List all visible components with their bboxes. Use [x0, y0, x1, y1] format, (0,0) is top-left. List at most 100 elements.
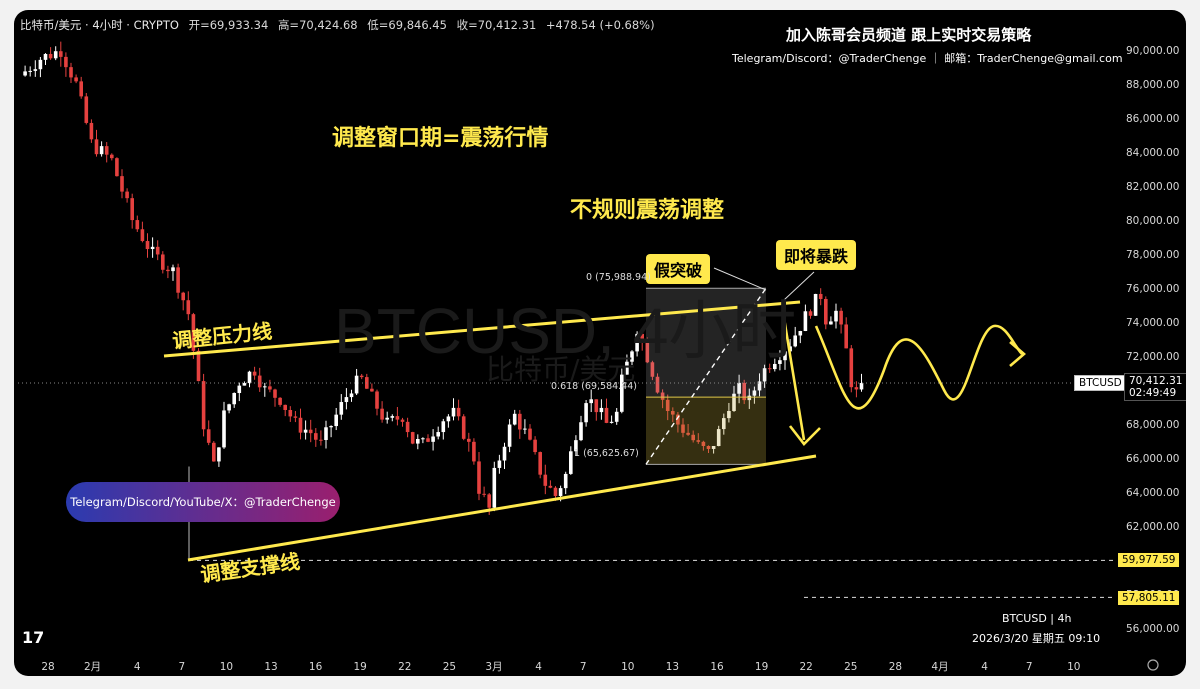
candle-body	[640, 333, 644, 342]
x-tick-label: 28	[889, 661, 902, 673]
candle-body	[410, 432, 415, 444]
candle-body	[217, 447, 221, 462]
candle-body	[854, 387, 859, 390]
social-pill[interactable]: Telegram/Discord/YouTube/X：@TraderChenge	[66, 482, 340, 522]
candle-body	[186, 300, 191, 315]
candle-body	[650, 362, 655, 377]
y-tick-label: 64,000.00	[1126, 487, 1179, 499]
candle-body	[834, 310, 838, 322]
candle-body	[859, 382, 864, 390]
candle-body	[671, 411, 675, 415]
price-badge-countdown: 02:49:49	[1129, 387, 1177, 399]
candle-body	[477, 461, 481, 494]
candle-body	[53, 51, 58, 59]
x-tick-label: 25	[844, 661, 857, 673]
y-tick-label: 86,000.00	[1126, 113, 1179, 125]
tradingview-logo[interactable]: 17	[22, 628, 45, 647]
y-tick-label: 76,000.00	[1126, 283, 1179, 295]
settings-gear-icon	[1147, 659, 1159, 671]
fib-label-1: 1 (65,625.67)	[574, 448, 639, 459]
watermark-symbol: BTCUSD, 4小时	[334, 295, 797, 367]
y-tick-label: 66,000.00	[1126, 453, 1179, 465]
candle-body	[518, 413, 522, 430]
candle-body	[104, 146, 109, 155]
candle-body	[767, 368, 772, 370]
candle-body	[497, 460, 502, 468]
candle-body	[604, 407, 609, 423]
candle-body	[660, 392, 665, 400]
candle-body	[584, 403, 588, 423]
chart-frame: 56,000.0058,000.0060,000.0062,000.0064,0…	[14, 10, 1186, 676]
candle-body	[553, 487, 558, 496]
candle-body	[283, 404, 287, 410]
x-tick-label: 2月	[84, 661, 101, 673]
candle-body	[237, 385, 242, 394]
symbol-title[interactable]: 比特币/美元 · 4小时 · CRYPTO	[20, 18, 179, 32]
tag-fake-breakout: 假突破	[646, 254, 711, 284]
support-line	[187, 454, 817, 562]
candle-body	[273, 389, 277, 398]
candle-body	[716, 429, 721, 447]
y-tick-label: 80,000.00	[1126, 215, 1179, 227]
ohlc-change: +478.54 (+0.68%)	[545, 18, 655, 32]
footer-symbol: BTCUSD | 4h	[1002, 612, 1072, 625]
candle-body	[339, 402, 344, 415]
candle-body	[824, 298, 828, 325]
candle-body	[359, 375, 364, 378]
candle-body	[130, 198, 134, 221]
candle-body	[778, 360, 782, 364]
y-tick-label: 68,000.00	[1126, 419, 1179, 431]
footer-datetime: 2026/3/20 星期五 09:10	[972, 632, 1101, 645]
candle-body	[344, 397, 349, 403]
candle-body	[334, 414, 338, 427]
candle-body	[416, 439, 420, 444]
y-tick-label: 56,000.00	[1126, 623, 1179, 635]
candle-body	[818, 293, 823, 299]
candle-body	[28, 70, 32, 72]
candle-body	[191, 314, 196, 351]
candle-body	[140, 229, 145, 242]
annotation-window-title: 调整窗口期=震荡行情	[332, 126, 549, 151]
fake-breakout-leader	[713, 267, 767, 291]
crash-leader	[783, 271, 815, 301]
symbol-header: 比特币/美元 · 4小时 · CRYPTO 开=69,933.34 高=70,4…	[20, 17, 661, 33]
candle-body	[390, 416, 395, 418]
candle-body	[247, 371, 252, 384]
candle-body	[161, 254, 165, 270]
candles	[23, 41, 864, 515]
candle-body	[762, 368, 767, 382]
candle-body	[227, 404, 231, 411]
candle-body	[263, 386, 267, 388]
x-tick-label: 28	[41, 661, 54, 673]
candle-body	[614, 411, 619, 422]
candle-body	[798, 331, 803, 336]
candle-body	[99, 146, 104, 155]
candle-body	[482, 493, 486, 495]
candle-body	[181, 292, 185, 301]
candle-body	[349, 393, 354, 398]
candle-body	[609, 421, 614, 423]
candle-body	[252, 371, 257, 376]
candle-body	[176, 267, 180, 293]
y-tick-label: 62,000.00	[1126, 521, 1179, 533]
y-tick-label: 90,000.00	[1126, 45, 1179, 57]
candle-body	[461, 416, 466, 439]
candle-body	[232, 393, 236, 405]
candle-body	[528, 428, 532, 440]
promo-contact: Telegram/Discord：@TraderChenge ｜ 邮箱：Trad…	[732, 52, 1123, 65]
price-badge-price: 70,412.31	[1129, 375, 1183, 387]
x-tick-label: 3月	[485, 661, 502, 673]
candle-body	[742, 382, 746, 401]
candle-body	[569, 451, 573, 474]
candle-body	[120, 176, 124, 192]
candle-body	[201, 381, 206, 430]
candle-body	[757, 381, 762, 391]
tag-crash: 即将暴跌	[776, 240, 857, 270]
candle-body	[329, 426, 333, 428]
candle-body	[23, 71, 27, 76]
candle-body	[405, 421, 410, 433]
candle-body	[456, 407, 461, 417]
candle-body	[166, 269, 170, 272]
candle-body	[563, 473, 568, 489]
candle-body	[319, 439, 323, 441]
